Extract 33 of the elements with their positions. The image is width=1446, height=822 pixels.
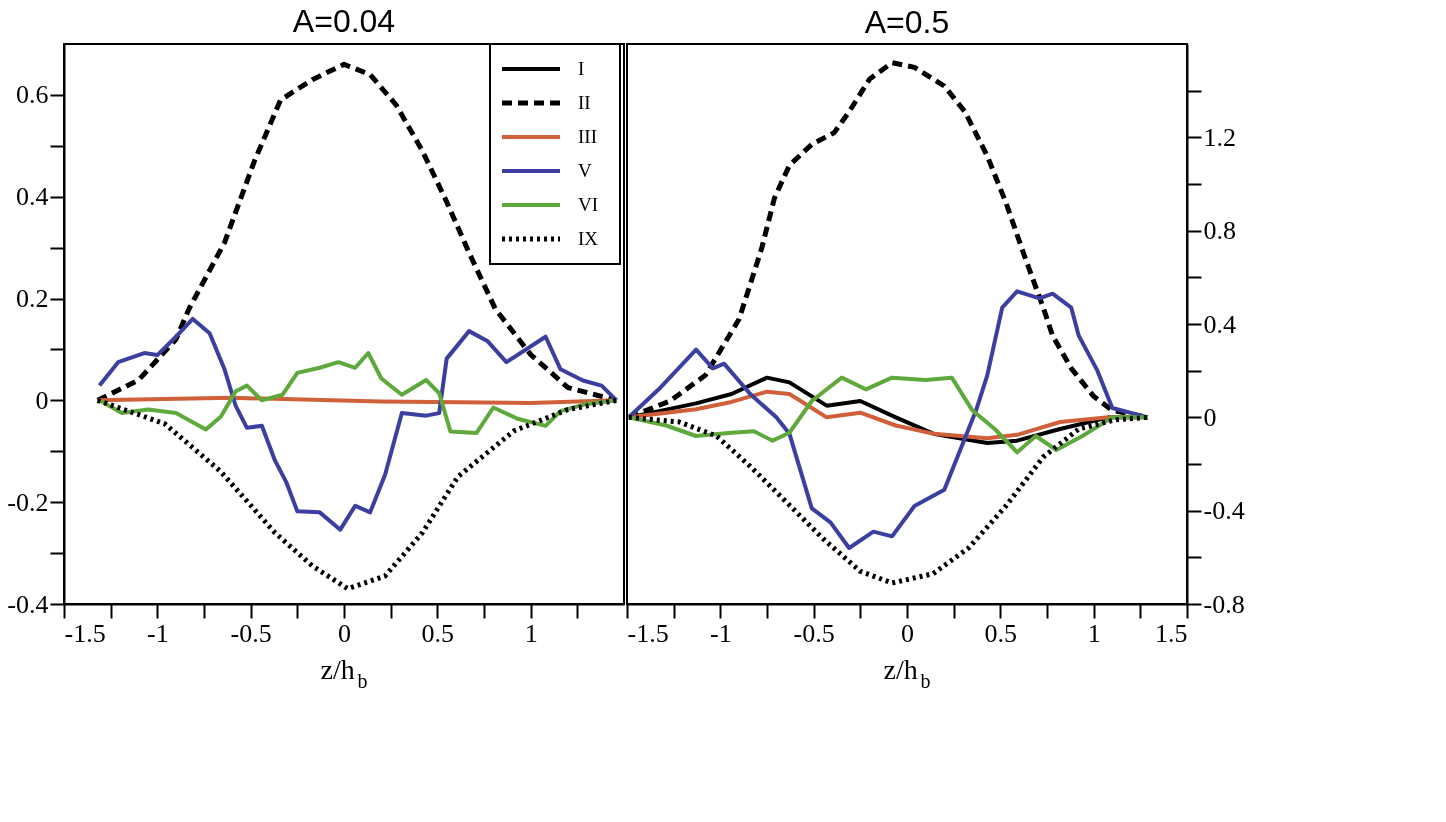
legend-label: IX: [578, 228, 599, 249]
x-tick-label: 0.5: [421, 618, 455, 648]
y2-tick-label: 0.8: [1203, 216, 1236, 246]
x-tick-label: 0.5: [984, 618, 1018, 648]
legend-label: VI: [578, 194, 599, 215]
x-tick-label: 1.5: [1155, 618, 1188, 648]
x-tick-label: -1: [710, 618, 732, 648]
x-tick-label: 0: [901, 618, 914, 648]
y2-tick-label: 0: [1203, 402, 1217, 432]
x-tick-label: -1.5: [627, 618, 669, 648]
y-tick-label: 0.6: [16, 80, 49, 110]
y-tick-label: 0.4: [16, 182, 49, 212]
y2-tick-label: -0.4: [1203, 496, 1245, 526]
y-tick-label: 0: [35, 385, 49, 415]
chart-title: A=0.04: [292, 3, 396, 39]
y-tick-label: -0.4: [7, 589, 49, 619]
x-tick-label: 0: [338, 618, 351, 648]
legend-label: I: [578, 58, 585, 79]
y2-tick-label: 1.2: [1203, 122, 1236, 152]
y2-tick-label: 0.4: [1203, 309, 1236, 339]
x-tick-label: -0.5: [793, 618, 835, 648]
legend-label: II: [578, 92, 591, 113]
x-tick-label: 1: [1087, 618, 1101, 648]
legend-label: III: [578, 126, 597, 147]
chart-title: A=0.5: [864, 4, 950, 40]
x-tick-label: 1: [524, 618, 538, 648]
y-tick-label: -0.2: [7, 487, 49, 517]
x-tick-label: -1.5: [64, 618, 106, 648]
y2-tick-label: -0.8: [1203, 589, 1245, 619]
x-tick-label: -0.5: [230, 618, 272, 648]
x-tick-label: -1: [147, 618, 169, 648]
legend-label: V: [578, 160, 592, 181]
y-tick-label: 0.2: [16, 284, 49, 314]
